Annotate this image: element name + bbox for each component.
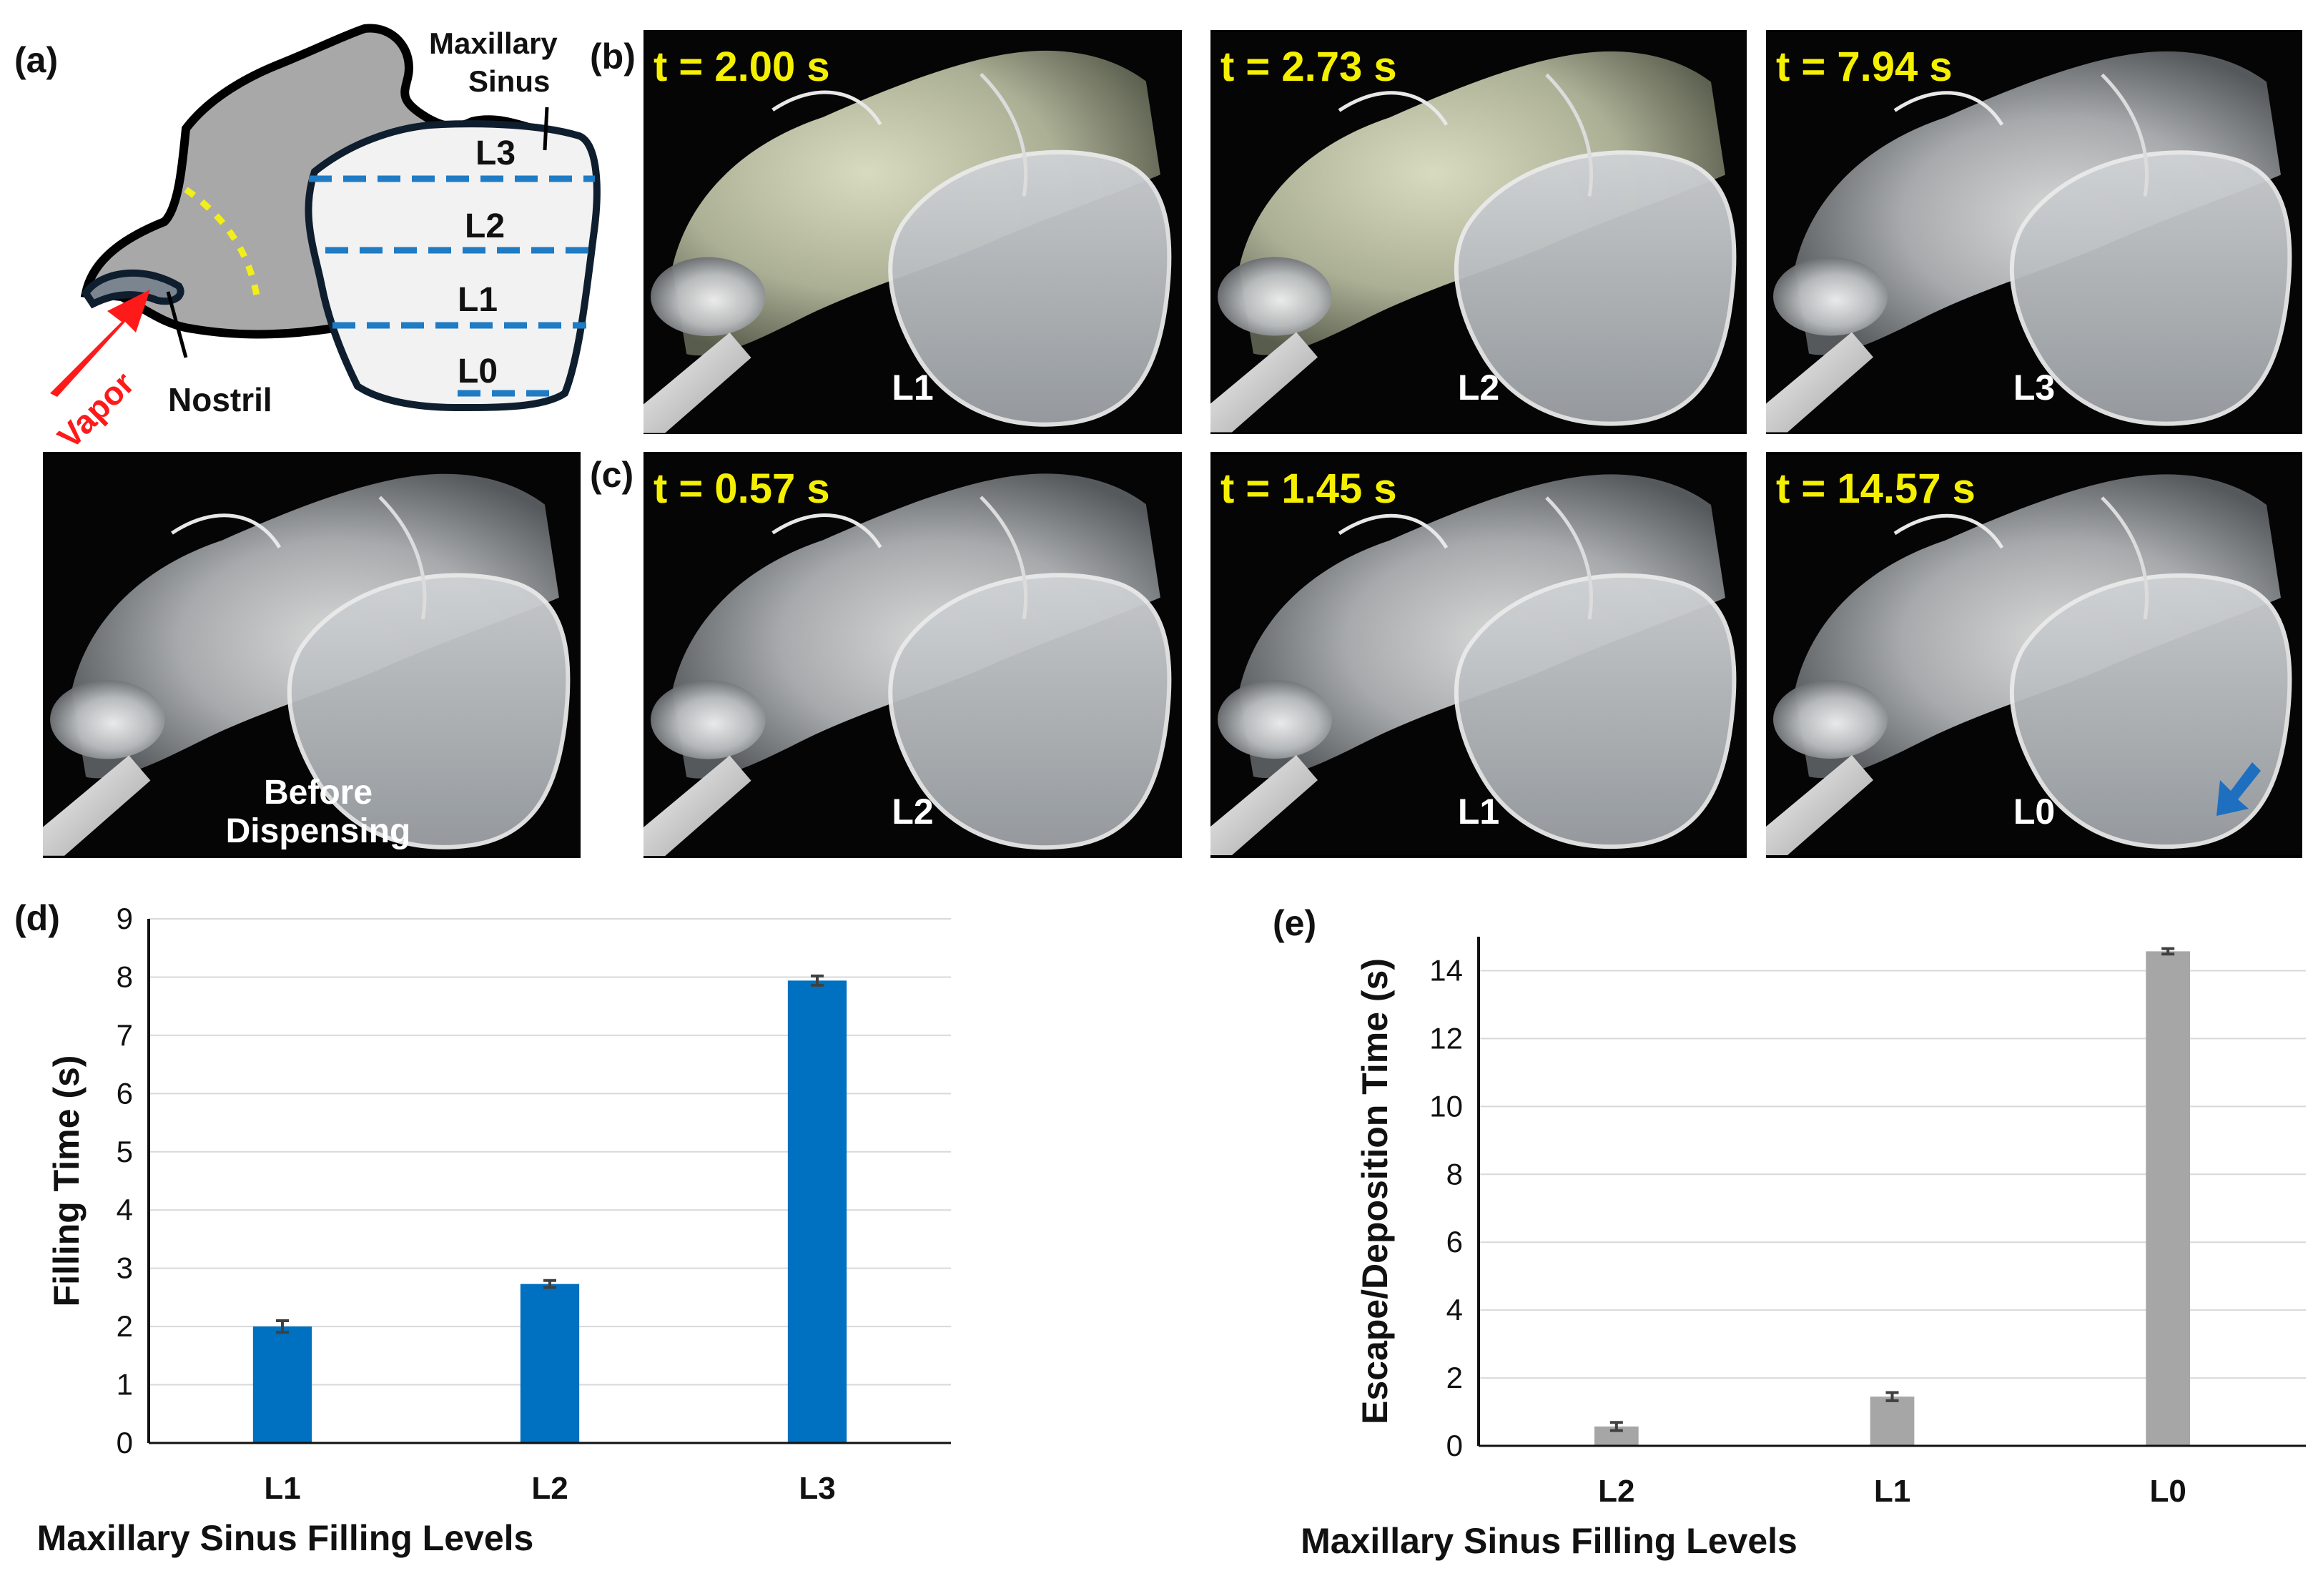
panel-label-a: (a)	[14, 40, 59, 80]
bar-L2	[520, 1284, 580, 1443]
y-tick-label-2: 4	[1446, 1293, 1463, 1326]
level-label-l3: L3	[475, 134, 516, 172]
level-label-b-3: L3	[2013, 368, 2056, 408]
maxillary-sinus-shape	[305, 120, 601, 412]
x-tick-label-L2: L2	[531, 1471, 568, 1506]
y-tick-label-2: 2	[117, 1309, 133, 1343]
x-axis-title: Maxillary Sinus Filling Levels	[1301, 1521, 1797, 1561]
level-label-l0: L0	[458, 353, 498, 390]
time-label-b-2: t = 2.73 s	[1220, 44, 1397, 90]
bar-L1	[252, 1326, 312, 1443]
y-tick-label-6: 6	[117, 1076, 133, 1110]
bar-L0	[2146, 951, 2191, 1446]
time-label-c-3: t = 14.57 s	[1776, 466, 1976, 512]
x-tick-label-L0: L0	[2149, 1474, 2186, 1509]
nostril-shape	[81, 269, 184, 309]
blue-arrow-icon	[2216, 762, 2261, 816]
y-tick-label-8: 8	[117, 960, 133, 993]
sinus-label-line2: Sinus	[468, 64, 550, 98]
level-label-l1: L1	[458, 281, 498, 319]
y-tick-label-3: 3	[117, 1251, 133, 1285]
y-tick-label-1: 2	[1446, 1361, 1463, 1394]
time-label-b-1: t = 2.00 s	[654, 44, 830, 90]
before-label-line2: Dispensing	[225, 812, 411, 850]
vapor-label: Vapor	[50, 365, 141, 450]
x-tick-label-L3: L3	[799, 1471, 835, 1506]
photo-b-3: t = 7.94 s L3	[1766, 30, 2302, 434]
x-tick-label-L1: L1	[1874, 1474, 1910, 1509]
nasal-schematic: L3 L2 L1 L0 Maxillary Sinus Vapor Nostri…	[50, 24, 601, 450]
sinus-pointer-line	[543, 107, 549, 151]
photo-c-3: t = 14.57 s L0	[1766, 452, 2302, 858]
level-label-b-1: L1	[892, 368, 934, 408]
level-label-c-1: L2	[892, 792, 934, 832]
yellow-dotted-boundary	[184, 187, 261, 301]
photo-before-dispensing: Before Dispensing	[43, 452, 581, 858]
level-label-l2: L2	[465, 207, 505, 245]
y-tick-label-0: 0	[117, 1426, 133, 1459]
bar-L3	[787, 980, 847, 1443]
level-label-c-2: L1	[1457, 792, 1500, 832]
panel-label-c: (c)	[590, 455, 634, 495]
level-label-b-2: L2	[1457, 368, 1500, 408]
time-label-c-2: t = 1.45 s	[1220, 466, 1397, 512]
y-tick-label-7: 7	[117, 1018, 133, 1052]
y-tick-label-7: 14	[1429, 953, 1463, 987]
y-tick-label-6: 12	[1429, 1021, 1463, 1055]
chart-d-filling-time: 0 1 2 3 4 5 6 7 8 9 L1 L2 L3 Maxillary Sinus Filling …	[37, 902, 951, 1558]
panel-label-d: (d)	[14, 898, 60, 938]
nostril-label: Nostril	[168, 381, 272, 418]
y-axis-title: Escape/Deposition Time (s)	[1355, 958, 1395, 1424]
photo-b-2: t = 2.73 s L2	[1210, 30, 1747, 434]
vapor-arrow	[50, 290, 150, 397]
x-tick-label-L2: L2	[1598, 1474, 1634, 1509]
y-tick-label-9: 9	[117, 902, 133, 935]
photo-c-1: t = 0.57 s L2	[643, 452, 1182, 858]
x-axis-title: Maxillary Sinus Filling Levels	[37, 1518, 534, 1558]
time-label-b-3: t = 7.94 s	[1776, 44, 1953, 90]
y-tick-label-5: 5	[117, 1135, 133, 1168]
panel-label-e: (e)	[1273, 903, 1317, 943]
y-tick-label-5: 10	[1429, 1089, 1463, 1123]
y-tick-label-1: 1	[117, 1368, 133, 1402]
level-label-c-3: L0	[2013, 792, 2056, 832]
chart-e-escape-time: 0 2 4 6 8 10 12 14 L2 L1 L0 Maxillary Sinus Filling…	[1301, 937, 2306, 1561]
before-label-line1: Before	[263, 774, 373, 812]
y-axis-title: Filling Time (s)	[46, 1055, 87, 1307]
panel-label-b: (b)	[590, 36, 636, 77]
photo-c-2: t = 1.45 s L1	[1210, 452, 1747, 858]
y-tick-label-0: 0	[1446, 1429, 1463, 1462]
x-tick-label-L1: L1	[264, 1471, 300, 1506]
sinus-label-line1: Maxillary	[429, 26, 558, 60]
y-tick-label-4: 4	[117, 1193, 133, 1226]
photo-b-1: t = 2.00 s L1	[643, 30, 1182, 434]
y-tick-label-3: 6	[1446, 1225, 1463, 1258]
nostril-pointer-line	[166, 291, 188, 358]
time-label-c-1: t = 0.57 s	[654, 466, 830, 512]
y-tick-label-4: 8	[1446, 1157, 1463, 1191]
bar-L1	[1870, 1396, 1915, 1446]
